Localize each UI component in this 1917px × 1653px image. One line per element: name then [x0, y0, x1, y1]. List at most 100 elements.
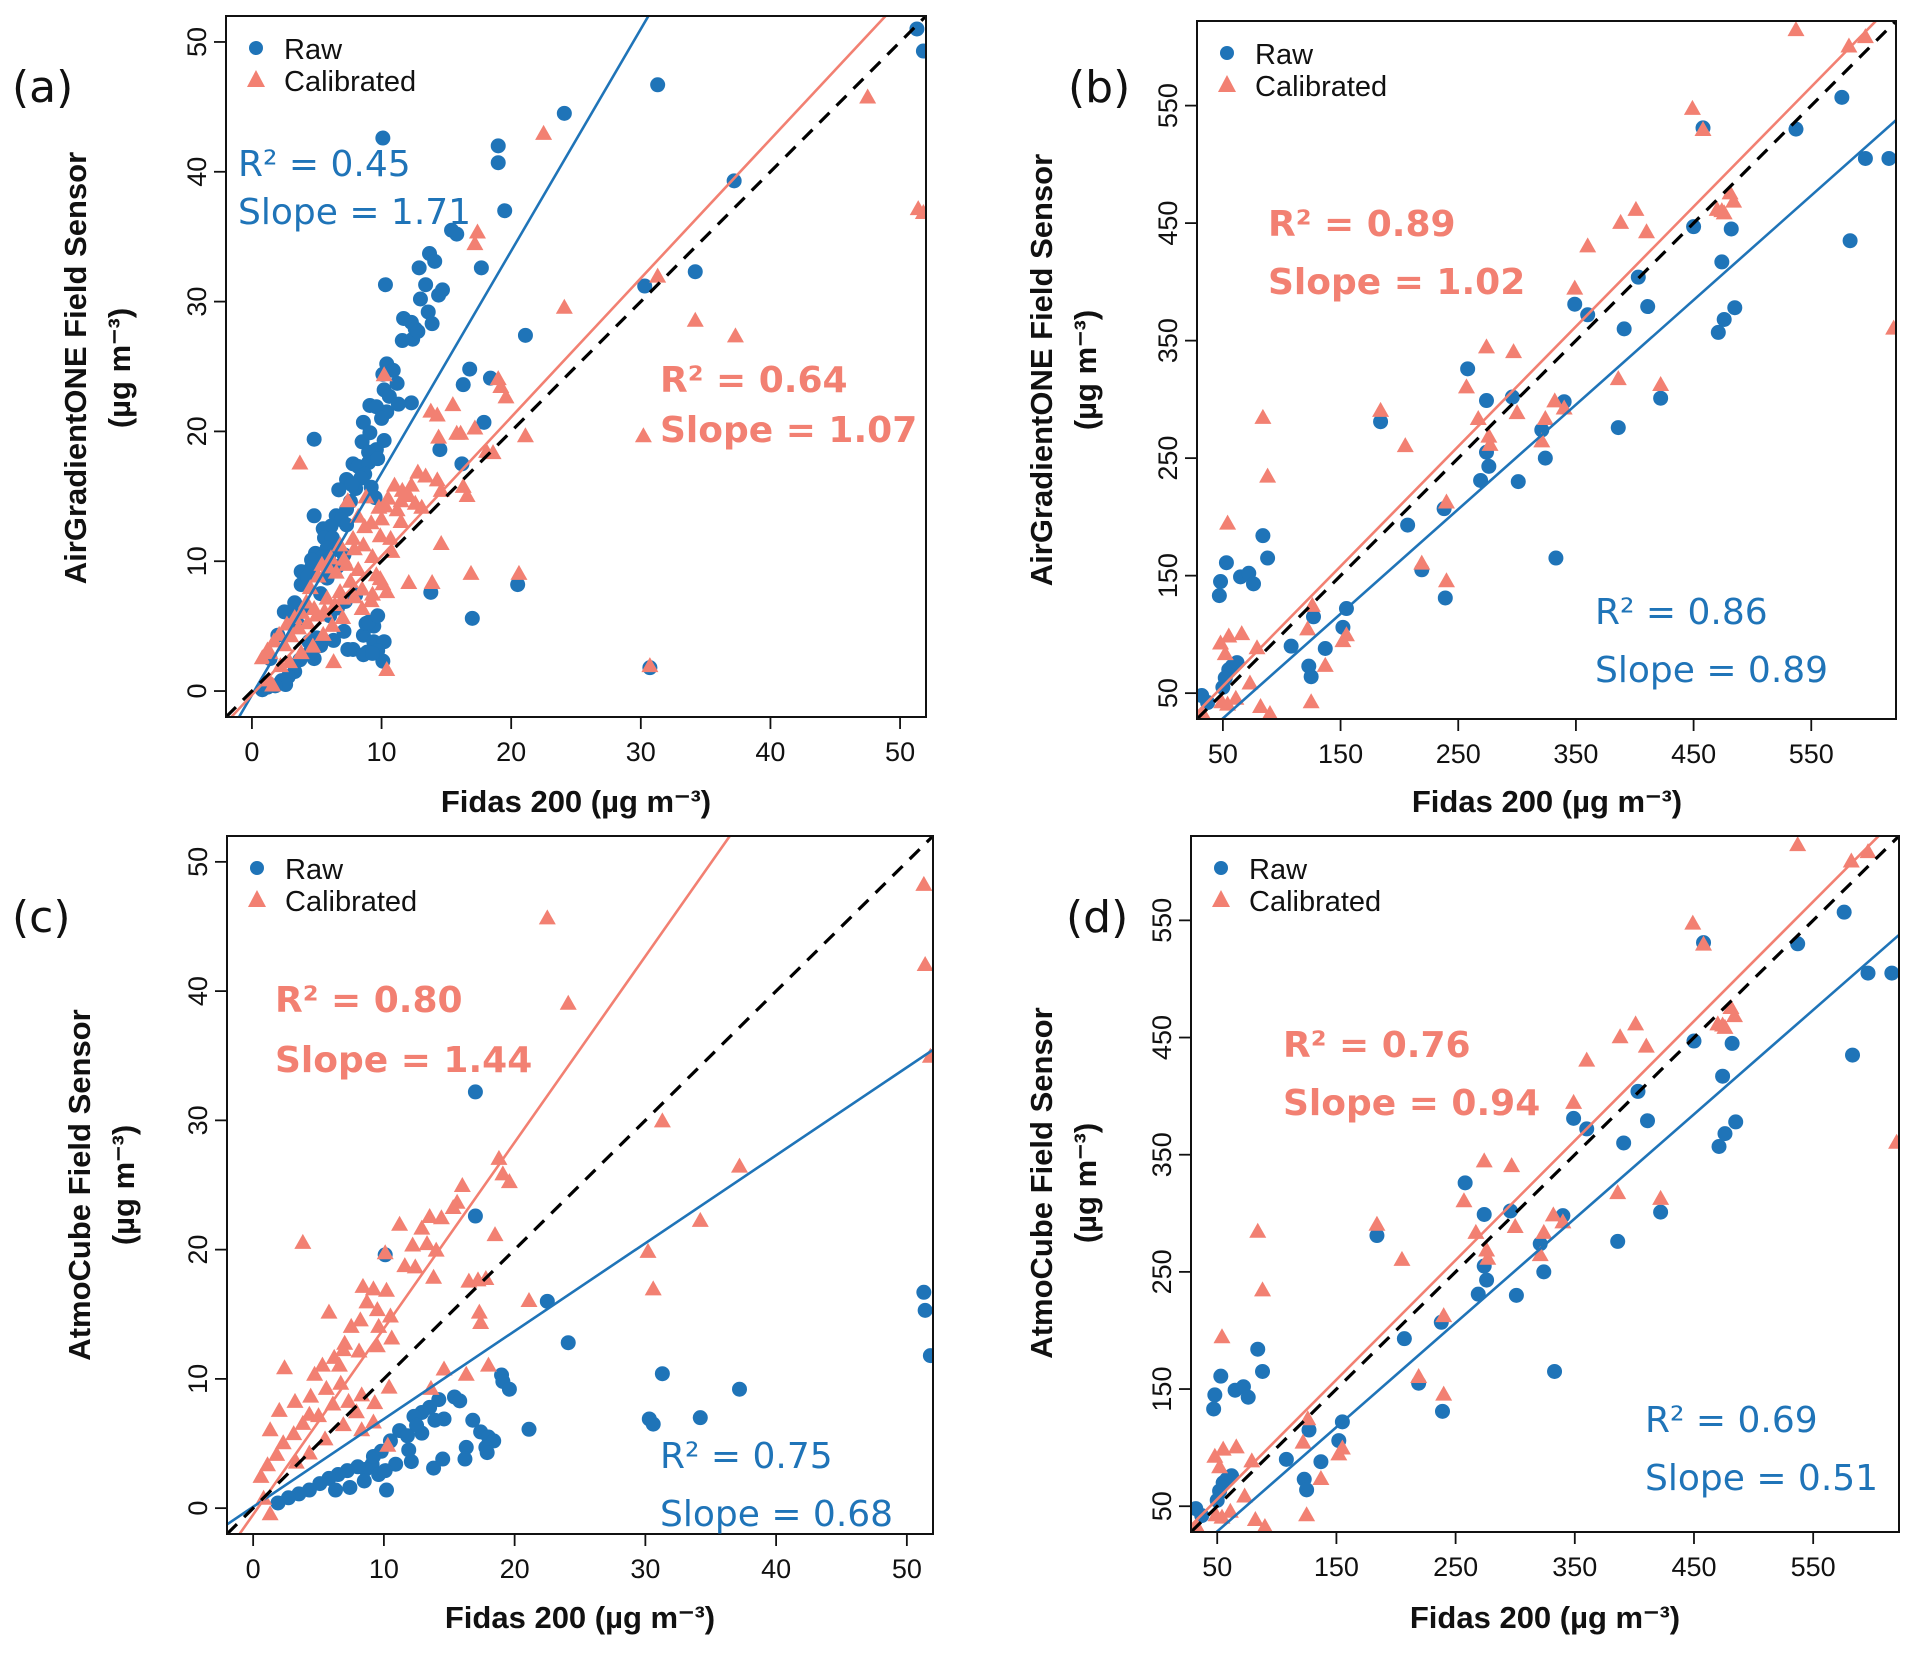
raw-point	[432, 442, 448, 458]
calibrated-point	[309, 567, 327, 583]
plot-marks	[1191, 836, 1899, 1532]
legend-calibrated-label: Calibrated	[1249, 886, 1381, 918]
y-tick-label: 150	[1147, 1367, 1177, 1412]
raw-point	[427, 1412, 443, 1428]
plot-frame	[1196, 20, 1897, 720]
calibrated-point	[1262, 704, 1278, 719]
calibrated-point	[1787, 21, 1805, 37]
calibrated-point	[285, 1425, 303, 1441]
calibrated-slope-annotation: Slope = 1.02	[1268, 262, 1525, 303]
calibrated-point	[1481, 435, 1499, 451]
calibrated-point	[1396, 437, 1414, 453]
calibrated-point	[444, 396, 462, 412]
raw-point	[1727, 300, 1743, 316]
calibrated-point	[497, 388, 515, 404]
raw-point	[687, 264, 703, 280]
raw-point	[336, 623, 352, 639]
calibrated-point	[1252, 697, 1270, 713]
raw-point	[412, 291, 428, 307]
calibrated-point	[1220, 627, 1238, 643]
calibrated-point	[1455, 1192, 1473, 1208]
calibrated-point	[466, 419, 484, 435]
calibrated-point	[347, 1403, 365, 1419]
calibrated-point	[559, 994, 577, 1010]
x-axis-title: Fidas 200 (µg m⁻³)	[445, 1600, 715, 1635]
raw-point	[1834, 89, 1850, 105]
calibrated-point	[1368, 1215, 1386, 1231]
raw-point	[370, 608, 386, 624]
calibrated-point	[452, 424, 470, 440]
raw-point	[344, 477, 360, 493]
calibrated-r2-annotation: R² = 0.80	[275, 980, 463, 1021]
calibrated-point	[404, 1236, 422, 1252]
calibrated-point	[287, 1453, 305, 1469]
calibrated-point	[270, 1401, 288, 1417]
calibrated-point	[354, 536, 372, 552]
calibrated-point	[444, 1198, 462, 1214]
plot-frame	[225, 15, 927, 718]
raw-point	[1536, 1264, 1552, 1280]
calibrated-point	[1256, 1518, 1273, 1532]
raw-point	[1207, 1387, 1223, 1403]
raw-point	[556, 105, 572, 121]
x-tick-label: 250	[1433, 1552, 1478, 1582]
raw-point	[917, 1302, 933, 1318]
raw-point	[1369, 1228, 1385, 1244]
raw-point	[1245, 576, 1261, 592]
raw-point	[637, 278, 653, 294]
legend-raw-label: Raw	[1255, 39, 1314, 71]
calibrated-point	[392, 512, 410, 528]
calibrated-point	[1683, 99, 1701, 115]
raw-point	[328, 1482, 344, 1498]
calibrated-point	[1694, 120, 1712, 136]
calibrated-point	[313, 1356, 331, 1372]
calibrated-point	[261, 1421, 279, 1437]
calibrated-point	[1611, 1028, 1629, 1044]
calibrated-slope-annotation: Slope = 1.44	[275, 1040, 532, 1081]
calibrated-point	[302, 1387, 320, 1403]
x-tick-label: 450	[1671, 1552, 1716, 1582]
plot-frame	[1190, 835, 1900, 1533]
raw-point	[1717, 1126, 1733, 1142]
calibrated-point	[421, 1208, 439, 1224]
raw-point	[692, 1410, 708, 1426]
raw-point	[1299, 1482, 1315, 1498]
calibrated-point	[386, 476, 404, 492]
calibrated-point	[314, 625, 332, 641]
calibrated-point	[644, 1280, 662, 1296]
legend-calibrated-marker	[247, 70, 265, 87]
raw-point	[1842, 233, 1858, 249]
calibrated-point	[500, 1173, 518, 1189]
raw-r2-annotation: R² = 0.69	[1645, 1400, 1818, 1441]
calibrated-point	[1627, 1015, 1645, 1031]
calibrated-point	[430, 428, 448, 444]
raw-point	[1857, 150, 1873, 166]
calibrated-point	[1259, 467, 1277, 483]
raw-point	[1860, 965, 1876, 981]
calibrated-point	[345, 588, 363, 604]
calibrated-point	[366, 1394, 384, 1410]
calibrated-point	[1254, 408, 1272, 424]
raw-point	[403, 395, 419, 411]
raw-point	[449, 226, 465, 242]
calibrated-point	[281, 653, 299, 669]
raw-point	[377, 1463, 393, 1479]
calibrated-point	[1227, 689, 1245, 705]
calibrated-point	[520, 1292, 538, 1308]
calibrated-point	[383, 1329, 401, 1345]
y-axis-title-line2: (µg m⁻³)	[102, 308, 137, 428]
calibrated-point	[466, 235, 484, 251]
raw-point	[654, 1366, 670, 1382]
calibrated-point	[1467, 1223, 1485, 1239]
raw-point	[401, 1442, 417, 1458]
raw-point	[1715, 1068, 1731, 1084]
calibrated-point	[1333, 1439, 1351, 1455]
calibrated-point	[535, 124, 553, 140]
calibrated-point	[462, 564, 480, 580]
calibrated-fit-line	[1191, 836, 1881, 1527]
x-axis-title: Fidas 200 (µg m⁻³)	[441, 784, 711, 819]
calibrated-point	[490, 1149, 508, 1165]
calibrated-point	[323, 616, 341, 632]
